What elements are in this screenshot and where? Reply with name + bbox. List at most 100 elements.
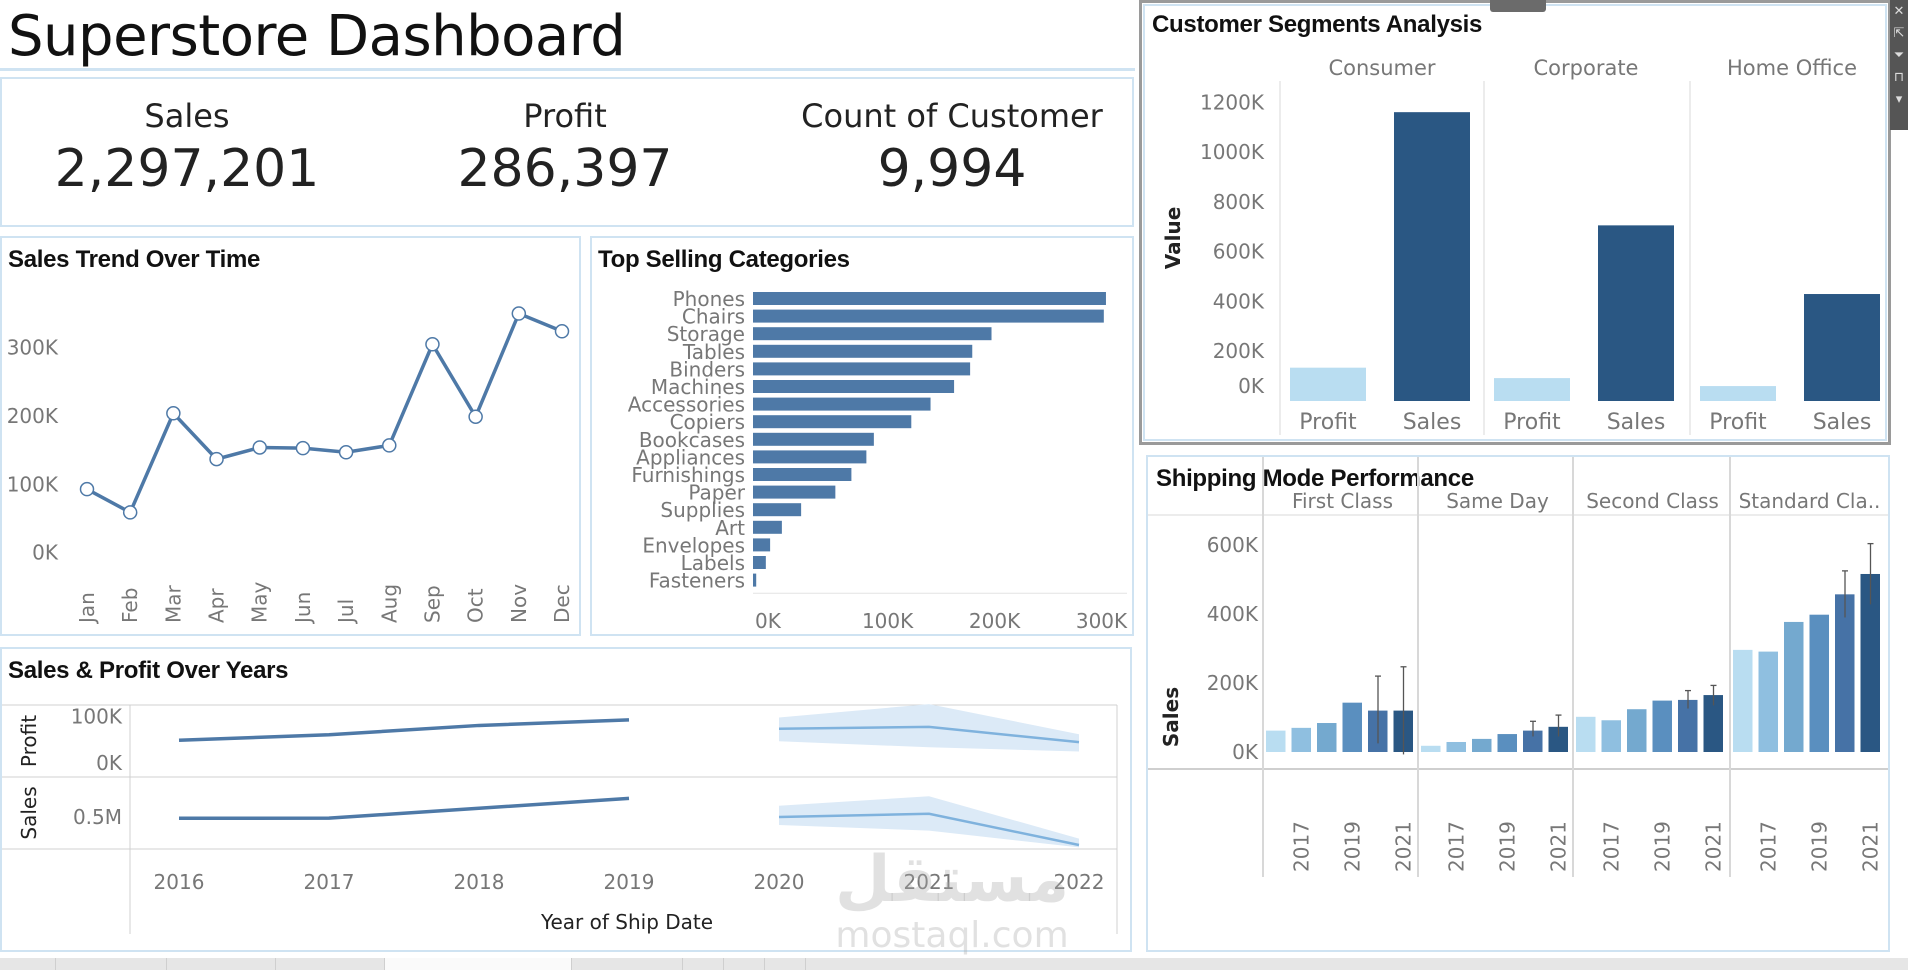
kpi-customer-count[interactable]: Count of Customer 9,994 <box>752 97 1152 199</box>
y-tick-label: 400K <box>1213 289 1265 313</box>
sheet-tab[interactable] <box>572 958 683 970</box>
customer-segments-title: Customer Segments Analysis <box>1152 11 1483 38</box>
sheet-tab[interactable] <box>683 958 724 970</box>
x-tick-label: Jun <box>291 592 315 625</box>
year-bar <box>1809 614 1829 752</box>
shipping-mode-chart[interactable]: Sales 0K 200K 400K 600K First Class 2017 2019 20… <box>1148 457 1888 950</box>
category-bar <box>753 503 802 517</box>
category-label: Storage <box>667 322 745 346</box>
year-bar <box>1342 702 1362 752</box>
segment-label: Home Office <box>1727 56 1857 80</box>
sales-profit-years-title: Sales & Profit Over Years <box>8 657 289 684</box>
year-bar <box>1835 594 1855 752</box>
data-point <box>511 306 527 321</box>
year-bar <box>1266 730 1286 752</box>
kpi-sales-label: Sales <box>144 97 230 135</box>
year-bar <box>1317 723 1337 752</box>
year-bar <box>1601 720 1621 752</box>
y-tick-label: 200K <box>7 404 59 428</box>
filter-icon[interactable]: ⏷ <box>1893 47 1905 62</box>
x-tick-label: Dec <box>550 584 574 623</box>
measure-label: Profit <box>1709 410 1767 435</box>
category-bar <box>753 292 1106 305</box>
sheet-tab[interactable] <box>276 958 385 970</box>
year-bar <box>1860 573 1880 752</box>
sheet-tab[interactable] <box>0 958 56 970</box>
measure-label: Sales <box>1607 410 1666 435</box>
x-tick-label: Apr <box>205 588 229 623</box>
year-tick-label: 2019 <box>1808 821 1832 872</box>
top-categories-chart[interactable]: PhonesChairsStorageTablesBindersMachines… <box>592 238 1132 634</box>
open-external-icon[interactable]: ⇱ <box>1893 25 1905 40</box>
category-bar <box>753 397 931 411</box>
sales-trend-chart[interactable]: 0K 100K 200K 300K Jan Feb Mar Apr May Jun Jul Aug Se… <box>2 238 579 634</box>
sales-trend-title: Sales Trend Over Time <box>8 246 261 273</box>
category-label: Copiers <box>670 410 745 434</box>
top-categories-panel[interactable]: Top Selling Categories Phones Chairs Stora… <box>590 236 1134 636</box>
year-tick-label: 2017 <box>1600 821 1624 872</box>
sheet-tab-active[interactable] <box>385 958 572 970</box>
category-label: Fasteners <box>649 569 745 593</box>
ship-mode-label: Same Day <box>1446 489 1549 513</box>
kpi-sales-value: 2,297,201 <box>54 139 320 199</box>
kpi-sales[interactable]: Sales 2,297,201 <box>0 97 377 199</box>
year-bar <box>1291 727 1311 752</box>
year-bar <box>1784 621 1804 752</box>
customer-segments-chart[interactable]: Value 0K 200K 400K 600K 800K 1000K 1200K Consume… <box>1142 3 1888 442</box>
title-divider <box>0 68 1135 71</box>
sheet-tab[interactable] <box>56 958 167 970</box>
year-tick-label: 2021 <box>1859 821 1883 872</box>
category-label: Binders <box>669 357 745 381</box>
category-bar <box>753 327 992 341</box>
sales-bar <box>1804 294 1880 401</box>
top-categories-title: Top Selling Categories <box>598 246 850 273</box>
category-bar <box>753 344 973 358</box>
x-tick-label: 2020 <box>754 870 805 894</box>
year-bar <box>1678 699 1698 752</box>
year-tick-label: 2017 <box>1757 821 1781 872</box>
segment-label: Corporate <box>1534 56 1639 80</box>
year-bar <box>1523 730 1543 752</box>
panel-drag-handle[interactable] <box>1490 0 1546 12</box>
y-tick-label: 1200K <box>1200 90 1265 114</box>
sales-profit-years-chart[interactable]: Profit 100K 0K Sales 0.5M 2016 2017 2018 2019 202… <box>2 649 1130 950</box>
ship-mode-label: Standard Cla.. <box>1739 489 1881 513</box>
category-label: Machines <box>651 375 745 399</box>
pin-icon[interactable]: ⊓ <box>1893 69 1905 84</box>
dropdown-icon[interactable]: ▾ <box>1895 91 1903 106</box>
y-tick-label: 800K <box>1213 190 1265 214</box>
category-label: Paper <box>688 481 745 505</box>
profit-line <box>178 718 630 743</box>
sales-bar <box>1394 112 1470 401</box>
year-bar <box>1472 738 1492 752</box>
year-tick-label: 2021 <box>1702 821 1726 872</box>
year-bar <box>1733 649 1753 752</box>
category-label: Phones <box>673 287 745 311</box>
sales-trend-panel[interactable]: Sales Trend Over Time 0K 100K 200K 300K Jan F… <box>0 236 581 636</box>
close-icon[interactable]: ✕ <box>1893 3 1905 18</box>
measure-label: Sales <box>1813 410 1872 435</box>
y-tick-label: 0K <box>32 541 59 565</box>
sheet-tab[interactable] <box>724 958 765 970</box>
x-tick-label: Nov <box>507 584 531 623</box>
data-point <box>468 409 483 424</box>
sheet-tab[interactable] <box>167 958 276 970</box>
sales-profit-years-panel[interactable]: Sales & Profit Over Years Profit 100K 0K Sa… <box>0 647 1132 952</box>
sheet-tab-strip <box>0 958 1908 970</box>
year-bar <box>1703 695 1723 752</box>
category-label: Art <box>715 516 745 540</box>
kpi-profit-value: 286,397 <box>457 139 673 199</box>
x-tick-label: Oct <box>464 588 488 623</box>
y-tick-label: 300K <box>7 336 59 360</box>
customer-segments-panel[interactable]: Customer Segments Analysis Value 0K 200K 40… <box>1139 0 1891 445</box>
kpi-profit[interactable]: Profit 286,397 <box>375 97 755 199</box>
x-axis-title: Year of Ship Date <box>540 910 713 934</box>
sheet-tab[interactable] <box>765 958 806 970</box>
y-tick-label: 600K <box>1207 533 1259 557</box>
category-bar <box>753 485 836 499</box>
y-tick-label: 0K <box>1232 740 1259 764</box>
x-tick-label: 300K <box>1076 609 1128 633</box>
data-point <box>79 481 95 497</box>
category-label: Chairs <box>682 305 745 329</box>
shipping-mode-panel[interactable]: Shipping Mode Performance Sales 0K 200K 400… <box>1146 455 1890 952</box>
